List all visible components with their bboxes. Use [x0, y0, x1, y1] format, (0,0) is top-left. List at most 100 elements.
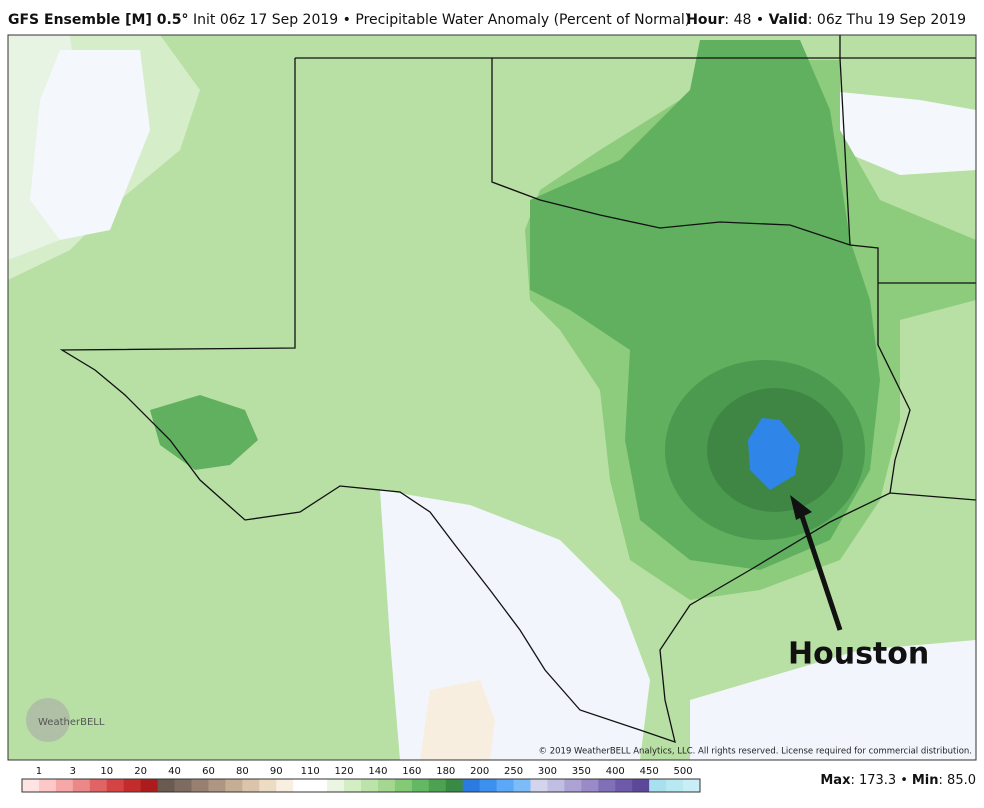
colorbar-label: 80 — [236, 766, 249, 777]
colorbar-swatch — [411, 779, 430, 792]
colorbar-swatch — [38, 779, 57, 792]
model: GFS Ensemble [M] 0.5° — [8, 12, 189, 28]
max-label: Max — [820, 773, 851, 788]
colorbar-swatch — [174, 779, 192, 792]
colorbar-label: 10 — [100, 766, 113, 777]
product: Precipitable Water Anomaly (Percent of N… — [355, 12, 691, 28]
border — [59, 58, 977, 743]
colorbar-label: 250 — [504, 766, 523, 777]
field-low — [690, 640, 976, 760]
borders — [59, 35, 977, 743]
colorbar-swatch — [564, 779, 582, 792]
colorbar-swatch — [479, 779, 498, 792]
colorbar-swatch — [394, 779, 413, 792]
min-label: Min — [912, 773, 939, 788]
colorbar-label: 180 — [436, 766, 455, 777]
colorbar-swatch — [632, 779, 650, 792]
colorbar-label: 60 — [202, 766, 215, 777]
colorbar-swatch — [361, 779, 379, 792]
colorbar-swatch — [344, 779, 362, 792]
sep: • — [755, 12, 765, 28]
hour: 48 — [733, 12, 752, 28]
logo-mark — [26, 698, 70, 742]
colon: : — [850, 773, 859, 788]
colorbar-label: 400 — [606, 766, 625, 777]
colorbar-swatch — [259, 779, 277, 792]
valid: 06z Thu 19 Sep 2019 — [816, 12, 966, 28]
colorbar-swatch — [445, 779, 464, 792]
colorbar-swatch — [242, 779, 260, 792]
colorbar-swatch — [615, 779, 633, 792]
colorbar-swatch — [72, 779, 91, 792]
init: Init 06z 17 Sep 2019 — [193, 12, 339, 28]
stats: Max: 173.3 • Min: 85.0 — [820, 773, 976, 788]
colorbar-label: 200 — [470, 766, 489, 777]
sep: • — [342, 12, 351, 28]
colorbar-swatch — [276, 779, 294, 792]
colorbar-label: 120 — [335, 766, 354, 777]
colorbar-label: 500 — [674, 766, 693, 777]
arrow — [797, 509, 843, 631]
colon: : — [939, 773, 948, 788]
colorbar-frame — [21, 778, 701, 793]
colorbar-swatch — [513, 779, 531, 792]
colorbar-swatch — [191, 779, 209, 792]
colorbar-swatch — [649, 779, 667, 792]
header-right: Hour: 48 • Valid: 06z Thu 19 Sep 2019 — [686, 12, 966, 28]
colorbar-swatch — [683, 779, 701, 792]
valid-label: Valid — [768, 12, 808, 28]
arrow-shaft — [797, 509, 843, 631]
copyright: © 2019 WeatherBELL Analytics, LLC. All r… — [539, 747, 972, 757]
colorbar-swatch — [140, 779, 159, 792]
min: 85.0 — [947, 773, 976, 788]
colorbar-label: 350 — [572, 766, 591, 777]
annotation: Houston — [788, 637, 929, 672]
colorbar-swatch — [225, 779, 243, 792]
colorbar-swatch — [581, 779, 599, 792]
field-low — [30, 50, 150, 240]
colorbar-label: 40 — [168, 766, 181, 777]
colorbar-swatch — [55, 779, 74, 792]
colorbar-swatch — [377, 779, 396, 792]
colorbar-label: 300 — [538, 766, 557, 777]
map-frame — [7, 34, 977, 761]
colorbar-swatch — [666, 779, 684, 792]
sep: • — [900, 773, 908, 788]
colorbar-label: 140 — [368, 766, 387, 777]
colorbar-swatch — [547, 779, 565, 792]
field-max — [748, 418, 800, 490]
colorbar-swatch — [530, 779, 548, 792]
colorbar-swatch — [22, 779, 40, 792]
colorbar-label: 160 — [402, 766, 421, 777]
colorbar-swatch — [106, 779, 125, 792]
field-low — [820, 90, 976, 175]
field-dry — [420, 680, 495, 760]
hour-label: Hour — [686, 12, 725, 28]
colorbar-swatch — [157, 779, 176, 792]
max: 173.3 — [859, 773, 896, 788]
colorbar-label: 90 — [270, 766, 283, 777]
colorbar-swatch — [293, 779, 311, 792]
colorbar-swatch — [327, 779, 345, 792]
colorbar-swatch — [208, 779, 226, 792]
colorbar-label: 3 — [70, 766, 76, 777]
colorbar-label: 110 — [301, 766, 320, 777]
border — [839, 57, 976, 284]
header-left: GFS Ensemble [M] 0.5° Init 06z 17 Sep 20… — [8, 12, 690, 28]
colorbar-swatch — [123, 779, 142, 792]
colorbar-swatch — [89, 779, 108, 792]
colorbar-label: 450 — [640, 766, 659, 777]
field-high — [150, 395, 258, 470]
colorbar-swatch — [496, 779, 515, 792]
colorbar-swatch — [428, 779, 447, 792]
colorbar-label: 20 — [134, 766, 147, 777]
arrow-head — [790, 495, 812, 520]
colorbar-swatch — [598, 779, 616, 792]
colorbar-swatch — [462, 779, 481, 792]
colorbar: 1 3 10 20 40 60 80 90 110 120 140 160 180 200 250 300 35… — [21, 766, 701, 793]
logo: WeatherBELL — [38, 717, 105, 728]
colorbar-label: 1 — [36, 766, 42, 777]
colorbar-swatch — [310, 779, 328, 792]
